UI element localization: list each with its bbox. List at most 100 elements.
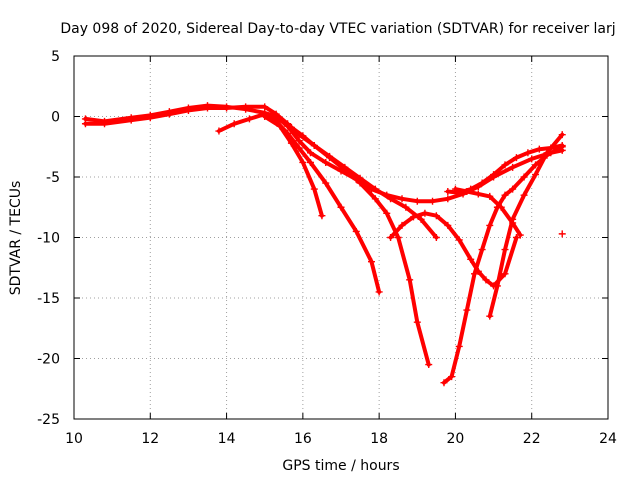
series-trace-2 <box>81 103 440 241</box>
data-point <box>520 173 528 181</box>
data-point <box>455 342 463 350</box>
x-axis-label: GPS time / hours <box>282 458 399 474</box>
data-point <box>295 144 303 152</box>
data-point <box>413 197 421 205</box>
data-point <box>558 131 566 139</box>
data-point <box>295 137 303 145</box>
data-point <box>490 171 498 179</box>
data-point <box>230 120 238 128</box>
data-point <box>223 104 231 112</box>
data-point <box>371 195 379 203</box>
data-point <box>306 158 314 166</box>
data-point <box>474 190 482 198</box>
data-point <box>429 197 437 205</box>
data-point <box>402 203 410 211</box>
series-trace-5 <box>215 110 433 369</box>
data-point <box>509 163 517 171</box>
data-point <box>276 115 284 123</box>
data-point <box>463 306 471 314</box>
data-point <box>501 270 509 278</box>
y-tick-label: -20 <box>37 352 60 368</box>
data-point <box>440 379 448 387</box>
data-layer <box>81 102 566 387</box>
data-point <box>409 213 417 221</box>
data-point <box>512 234 520 241</box>
data-point <box>451 185 459 193</box>
y-tick-label: -10 <box>37 231 60 247</box>
data-point <box>356 179 364 187</box>
series-trace-6 <box>440 143 566 387</box>
data-point <box>101 120 109 128</box>
data-point <box>165 110 173 118</box>
x-tick-label: 22 <box>523 431 541 447</box>
y-axis-label: SDTVAR / TECUs <box>8 181 24 296</box>
grid-layer <box>74 56 608 419</box>
x-tick-label: 12 <box>141 431 159 447</box>
data-point <box>532 171 540 179</box>
data-point <box>318 212 326 220</box>
data-point <box>306 149 314 157</box>
x-tick-label: 24 <box>599 431 617 447</box>
series-line <box>216 112 431 367</box>
data-point <box>215 127 223 135</box>
data-point <box>543 149 551 157</box>
data-point <box>444 195 452 203</box>
data-point <box>520 191 528 199</box>
data-point <box>501 246 509 254</box>
data-point <box>310 142 318 150</box>
data-point <box>455 236 463 244</box>
series-line <box>442 144 565 385</box>
data-point <box>287 123 295 131</box>
data-point <box>558 230 566 238</box>
data-point <box>81 120 89 128</box>
series-line <box>262 112 382 294</box>
data-point <box>322 179 330 187</box>
data-point <box>471 270 478 278</box>
data-point <box>261 103 269 111</box>
data-point <box>368 258 376 266</box>
data-point <box>493 282 501 290</box>
data-point <box>474 267 482 275</box>
series-line <box>487 132 565 319</box>
data-point <box>387 234 395 241</box>
data-point <box>516 231 524 239</box>
data-point <box>432 212 440 220</box>
data-point <box>478 179 486 187</box>
data-point <box>478 246 486 254</box>
series-line <box>83 104 439 240</box>
data-point <box>322 158 330 166</box>
data-point <box>463 188 471 196</box>
data-point <box>512 154 520 162</box>
x-tick-label: 14 <box>218 431 236 447</box>
x-tick-label: 18 <box>370 431 388 447</box>
data-point <box>535 145 543 153</box>
data-point <box>242 103 250 111</box>
data-point <box>337 203 345 211</box>
data-point <box>528 155 536 163</box>
series-trace-7 <box>387 209 520 290</box>
series-outlier <box>558 230 566 238</box>
data-point <box>467 255 475 263</box>
data-point <box>146 114 154 122</box>
data-point <box>421 209 429 217</box>
data-point <box>352 227 360 235</box>
data-point <box>532 161 540 169</box>
data-point <box>524 149 532 157</box>
y-tick-label: -5 <box>46 170 60 186</box>
data-point <box>413 318 421 326</box>
data-point <box>509 185 517 193</box>
data-point <box>501 161 509 169</box>
data-point <box>287 139 295 147</box>
series-trace-8 <box>486 131 566 320</box>
data-point <box>406 276 414 284</box>
y-tick-label: 5 <box>51 49 60 65</box>
data-point <box>394 234 402 241</box>
data-point <box>371 185 379 193</box>
data-point <box>387 195 395 203</box>
data-point <box>204 104 211 112</box>
data-point <box>482 276 490 284</box>
data-point <box>127 116 135 124</box>
data-point <box>444 221 452 229</box>
data-point <box>448 373 456 381</box>
